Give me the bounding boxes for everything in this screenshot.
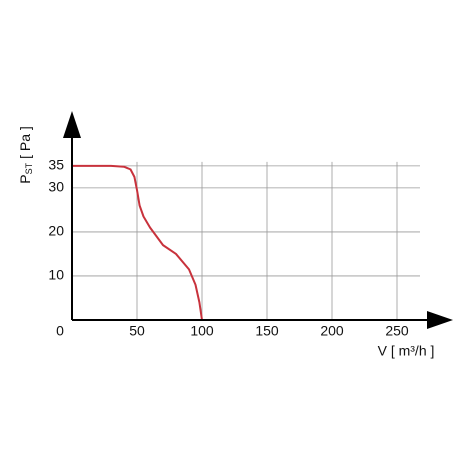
- data-line: [72, 164, 203, 321]
- y-arrow: [63, 111, 81, 138]
- y-label-sub: ST: [24, 162, 34, 174]
- y-tick-label: 10: [48, 267, 64, 283]
- y-label-unit: [ Pa ]: [17, 126, 33, 159]
- y-label-main: P: [17, 174, 33, 183]
- x-tick-label: 250: [385, 323, 409, 339]
- x-axis-label: V [ m³/h ]: [378, 343, 435, 359]
- y-tick-label: 20: [48, 223, 64, 239]
- y-tick-label: 35: [48, 157, 64, 173]
- x-tick-label: 200: [320, 323, 344, 339]
- x-tick-label: 100: [190, 323, 214, 339]
- x-tick-label: 0: [56, 323, 64, 339]
- y-axis-label: PST [ Pa ]: [17, 126, 35, 184]
- x-tick-label: 150: [255, 323, 279, 339]
- x-arrow: [427, 311, 453, 329]
- y-tick-label: 30: [48, 179, 64, 195]
- x-tick-label: 50: [129, 323, 145, 339]
